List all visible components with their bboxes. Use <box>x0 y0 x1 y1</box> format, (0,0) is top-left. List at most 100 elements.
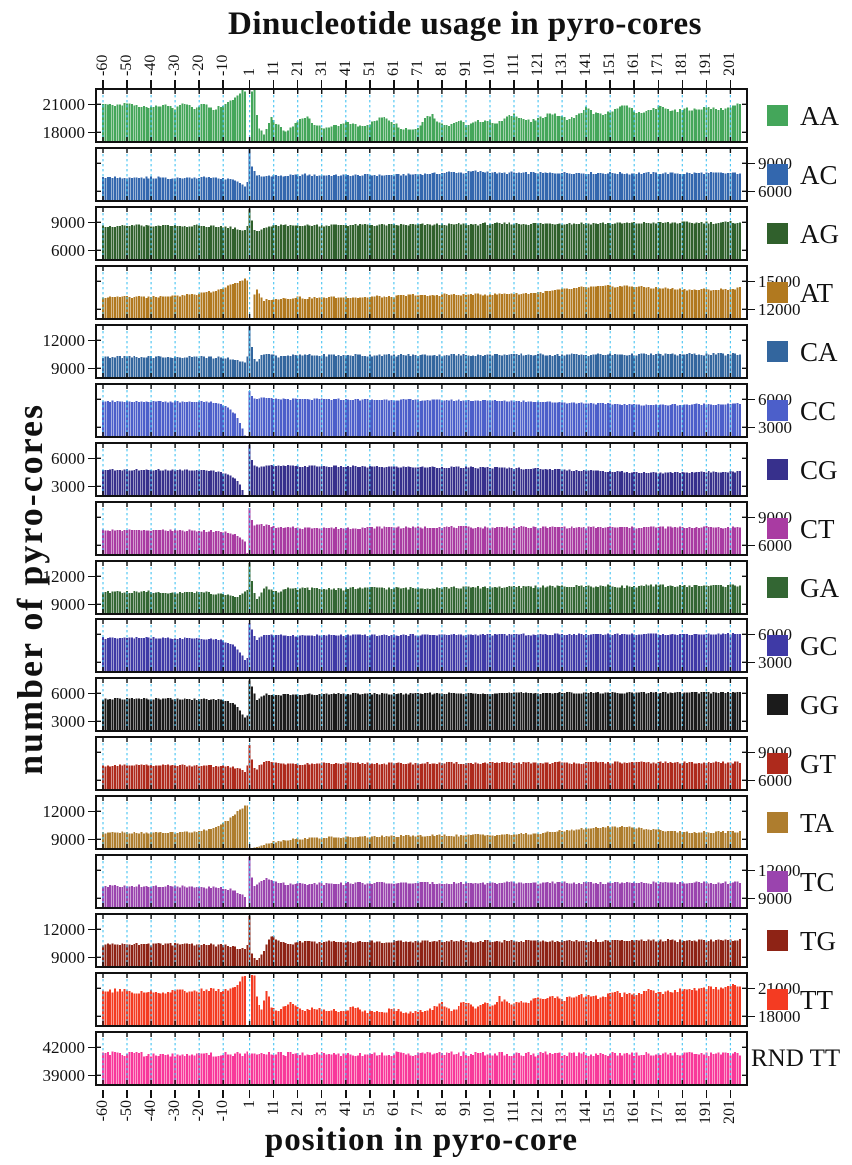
bars-AG <box>97 208 746 259</box>
y-tick-label: 3000 <box>51 711 85 731</box>
x-tick-bottom <box>150 1090 152 1098</box>
x-tick-bottom <box>272 1090 275 1098</box>
x-tick-bottom <box>198 1090 200 1098</box>
legend-swatch-GG <box>767 694 788 715</box>
legend-label-CT: CT <box>800 514 835 544</box>
x-tick-label-top: -60 <box>94 54 111 76</box>
x-tick-bottom <box>417 1090 419 1098</box>
x-tick-top <box>248 80 251 88</box>
panel-AG <box>95 206 748 261</box>
x-tick-bottom <box>585 1090 587 1098</box>
x-tick-label-top: 21 <box>288 60 306 76</box>
x-tick-top <box>320 80 323 88</box>
y-tick <box>88 928 95 931</box>
bars-GA <box>97 562 746 613</box>
y-tick <box>748 398 755 401</box>
y-tick-label: 9000 <box>51 947 85 967</box>
y-tick <box>88 221 95 224</box>
y-tick <box>748 987 755 990</box>
panel-CA <box>95 324 748 379</box>
y-tick <box>748 633 755 636</box>
y-tick <box>88 249 95 252</box>
legend-label-GA: GA <box>800 573 839 603</box>
x-tick-bottom <box>561 1090 563 1098</box>
x-tick-label-top: 41 <box>336 60 354 76</box>
x-tick-top <box>174 80 176 88</box>
x-tick-top <box>345 80 347 88</box>
y-tick-label: 12000 <box>42 801 86 821</box>
panel-AA <box>95 88 748 143</box>
y-tick-label: 6000 <box>51 683 85 703</box>
legend-swatch-CG <box>767 459 788 480</box>
y-tick-label: 6000 <box>51 448 85 468</box>
x-tick-bottom <box>729 1090 732 1098</box>
bars-CA <box>97 326 746 377</box>
panel-TT <box>95 972 748 1027</box>
x-tick-bottom <box>102 1090 104 1098</box>
x-tick-top <box>585 80 587 88</box>
y-tick <box>748 779 755 782</box>
panel-RND-TT <box>95 1031 748 1086</box>
panel-CC <box>95 383 748 438</box>
x-tick-top <box>441 80 443 88</box>
legend-label-CC: CC <box>800 396 837 426</box>
legend-swatch-CA <box>767 341 788 362</box>
legend-swatch-GA <box>767 577 788 598</box>
x-tick-bottom <box>489 1090 491 1098</box>
legend-label-CG: CG <box>800 455 838 485</box>
y-tick <box>88 485 95 488</box>
y-tick <box>88 956 95 959</box>
bars-AA <box>97 90 746 141</box>
legend-label-GG: GG <box>800 690 839 720</box>
panel-GA <box>95 560 748 615</box>
y-tick <box>88 131 95 134</box>
legend-label-TT: TT <box>800 985 833 1015</box>
legend-swatch-GT <box>767 753 788 774</box>
y-tick-label: 3000 <box>758 417 792 437</box>
x-tick-label-top: 81 <box>432 60 450 76</box>
x-tick-label-top: 51 <box>360 60 378 76</box>
y-tick-label: 12000 <box>758 299 801 319</box>
y-tick-label: 6000 <box>758 535 792 555</box>
x-tick-label-top: -50 <box>118 54 135 76</box>
bars-TT <box>97 974 746 1025</box>
x-tick-label-top: 171 <box>649 52 667 76</box>
panel-AC <box>95 147 748 202</box>
y-tick <box>748 544 755 547</box>
panel-CG <box>95 442 748 497</box>
y-tick-label: 12000 <box>42 919 86 939</box>
x-tick-top <box>633 80 635 88</box>
x-tick-bottom <box>633 1090 635 1098</box>
y-tick-label: 3000 <box>51 476 85 496</box>
bars-TG <box>97 915 746 966</box>
y-tick <box>88 575 95 578</box>
y-tick <box>748 308 755 311</box>
legend-swatch-CC <box>767 400 788 421</box>
x-tick-top <box>296 80 299 88</box>
bars-AT <box>97 267 746 318</box>
y-tick-label: 42000 <box>42 1037 86 1057</box>
x-tick-label-top: 161 <box>625 52 643 76</box>
x-tick-label-top: 141 <box>577 52 595 76</box>
x-tick-label-top: 1 <box>240 68 258 76</box>
y-tick-label: 9000 <box>51 358 85 378</box>
panel-TC <box>95 854 748 909</box>
x-tick-bottom <box>657 1090 660 1098</box>
y-tick-label: 3000 <box>758 652 792 672</box>
x-tick-bottom <box>393 1090 395 1098</box>
y-tick <box>88 1046 95 1049</box>
x-tick-bottom <box>681 1090 684 1098</box>
x-tick-bottom <box>296 1090 299 1098</box>
bars-GC <box>97 620 746 671</box>
y-tick <box>748 1015 755 1018</box>
y-tick <box>88 838 95 841</box>
x-tick-label-top: 131 <box>553 52 571 76</box>
x-tick-top <box>393 80 395 88</box>
legend-swatch-TA <box>767 812 788 833</box>
legend-swatch-TT <box>767 989 788 1010</box>
x-tick-top <box>465 80 467 88</box>
legend-label-AT: AT <box>800 278 833 308</box>
x-tick-bottom <box>537 1090 539 1098</box>
legend-label-TG: TG <box>800 926 836 956</box>
y-tick <box>748 190 755 193</box>
